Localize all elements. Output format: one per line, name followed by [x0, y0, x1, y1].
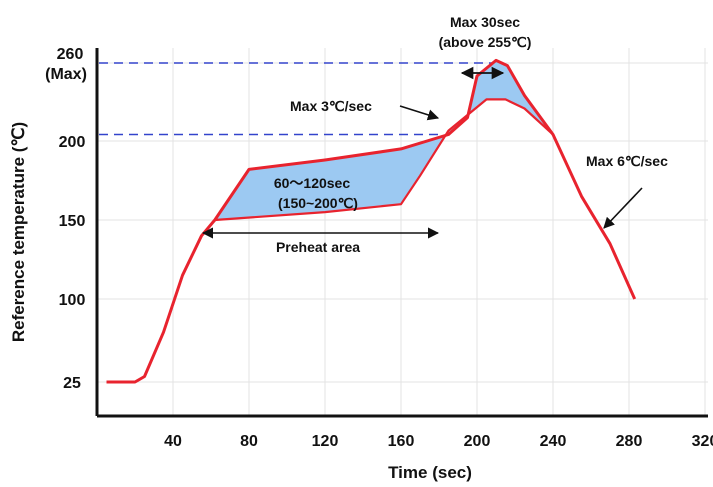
annotation-ramp-down-text: Max 6℃/sec	[586, 153, 668, 169]
x-tick-label-0: 40	[164, 433, 182, 450]
lower-profile-line	[214, 98, 554, 222]
y-tick-label-1: 100	[59, 292, 86, 309]
y-tick-labels: 25 100 150 200 260 (Max)	[45, 46, 87, 392]
y-axis-title: Reference temperature (℃)	[9, 122, 28, 342]
x-tick-label-6: 280	[616, 433, 643, 450]
shaded-regions	[214, 60, 554, 221]
x-tick-label-1: 80	[240, 433, 258, 450]
annotation-preheat: Preheat area	[201, 227, 440, 255]
annotation-ramp-up: Max 3℃/sec	[290, 98, 440, 121]
temperature-profile	[106, 58, 637, 384]
y-tick-label-4: 260	[57, 46, 84, 63]
annotation-ramp-down: Max 6℃/sec	[586, 153, 668, 229]
annotation-soak-line1: 60～120sec	[274, 175, 351, 191]
grid-lines	[97, 48, 708, 416]
shaded-region	[214, 60, 554, 221]
annotation-preheat-text: Preheat area	[276, 239, 360, 255]
x-tick-labels: 40 80 120 160 200 240 280 320	[164, 433, 713, 450]
annotation-soak-line2: (150~200℃)	[278, 195, 358, 211]
annotation-soak: 60～120sec (150~200℃)	[274, 175, 358, 211]
y-tick-sublabel-4: (Max)	[45, 66, 87, 83]
ramp-up-arrow	[399, 105, 440, 121]
annotation-ramp-up-text: Max 3℃/sec	[290, 98, 372, 114]
ramp-down-arrow	[603, 187, 643, 229]
x-tick-label-3: 160	[388, 433, 415, 450]
annotation-peak-line2: (above 255℃)	[439, 34, 532, 50]
x-axis-title: Time (sec)	[388, 463, 472, 482]
reference-lines	[99, 62, 496, 136]
y-tick-label-0: 25	[63, 375, 81, 392]
annotation-peak-line1: Max 30sec	[450, 14, 520, 30]
x-tick-label-7: 320	[692, 433, 713, 450]
x-tick-label-4: 200	[464, 433, 491, 450]
upper-profile-line	[106, 58, 637, 384]
y-tick-label-2: 150	[59, 213, 86, 230]
annotation-peak: Max 30sec (above 255℃)	[439, 14, 532, 80]
x-tick-label-2: 120	[312, 433, 339, 450]
x-tick-label-5: 240	[540, 433, 567, 450]
y-tick-label-3: 200	[59, 134, 86, 151]
